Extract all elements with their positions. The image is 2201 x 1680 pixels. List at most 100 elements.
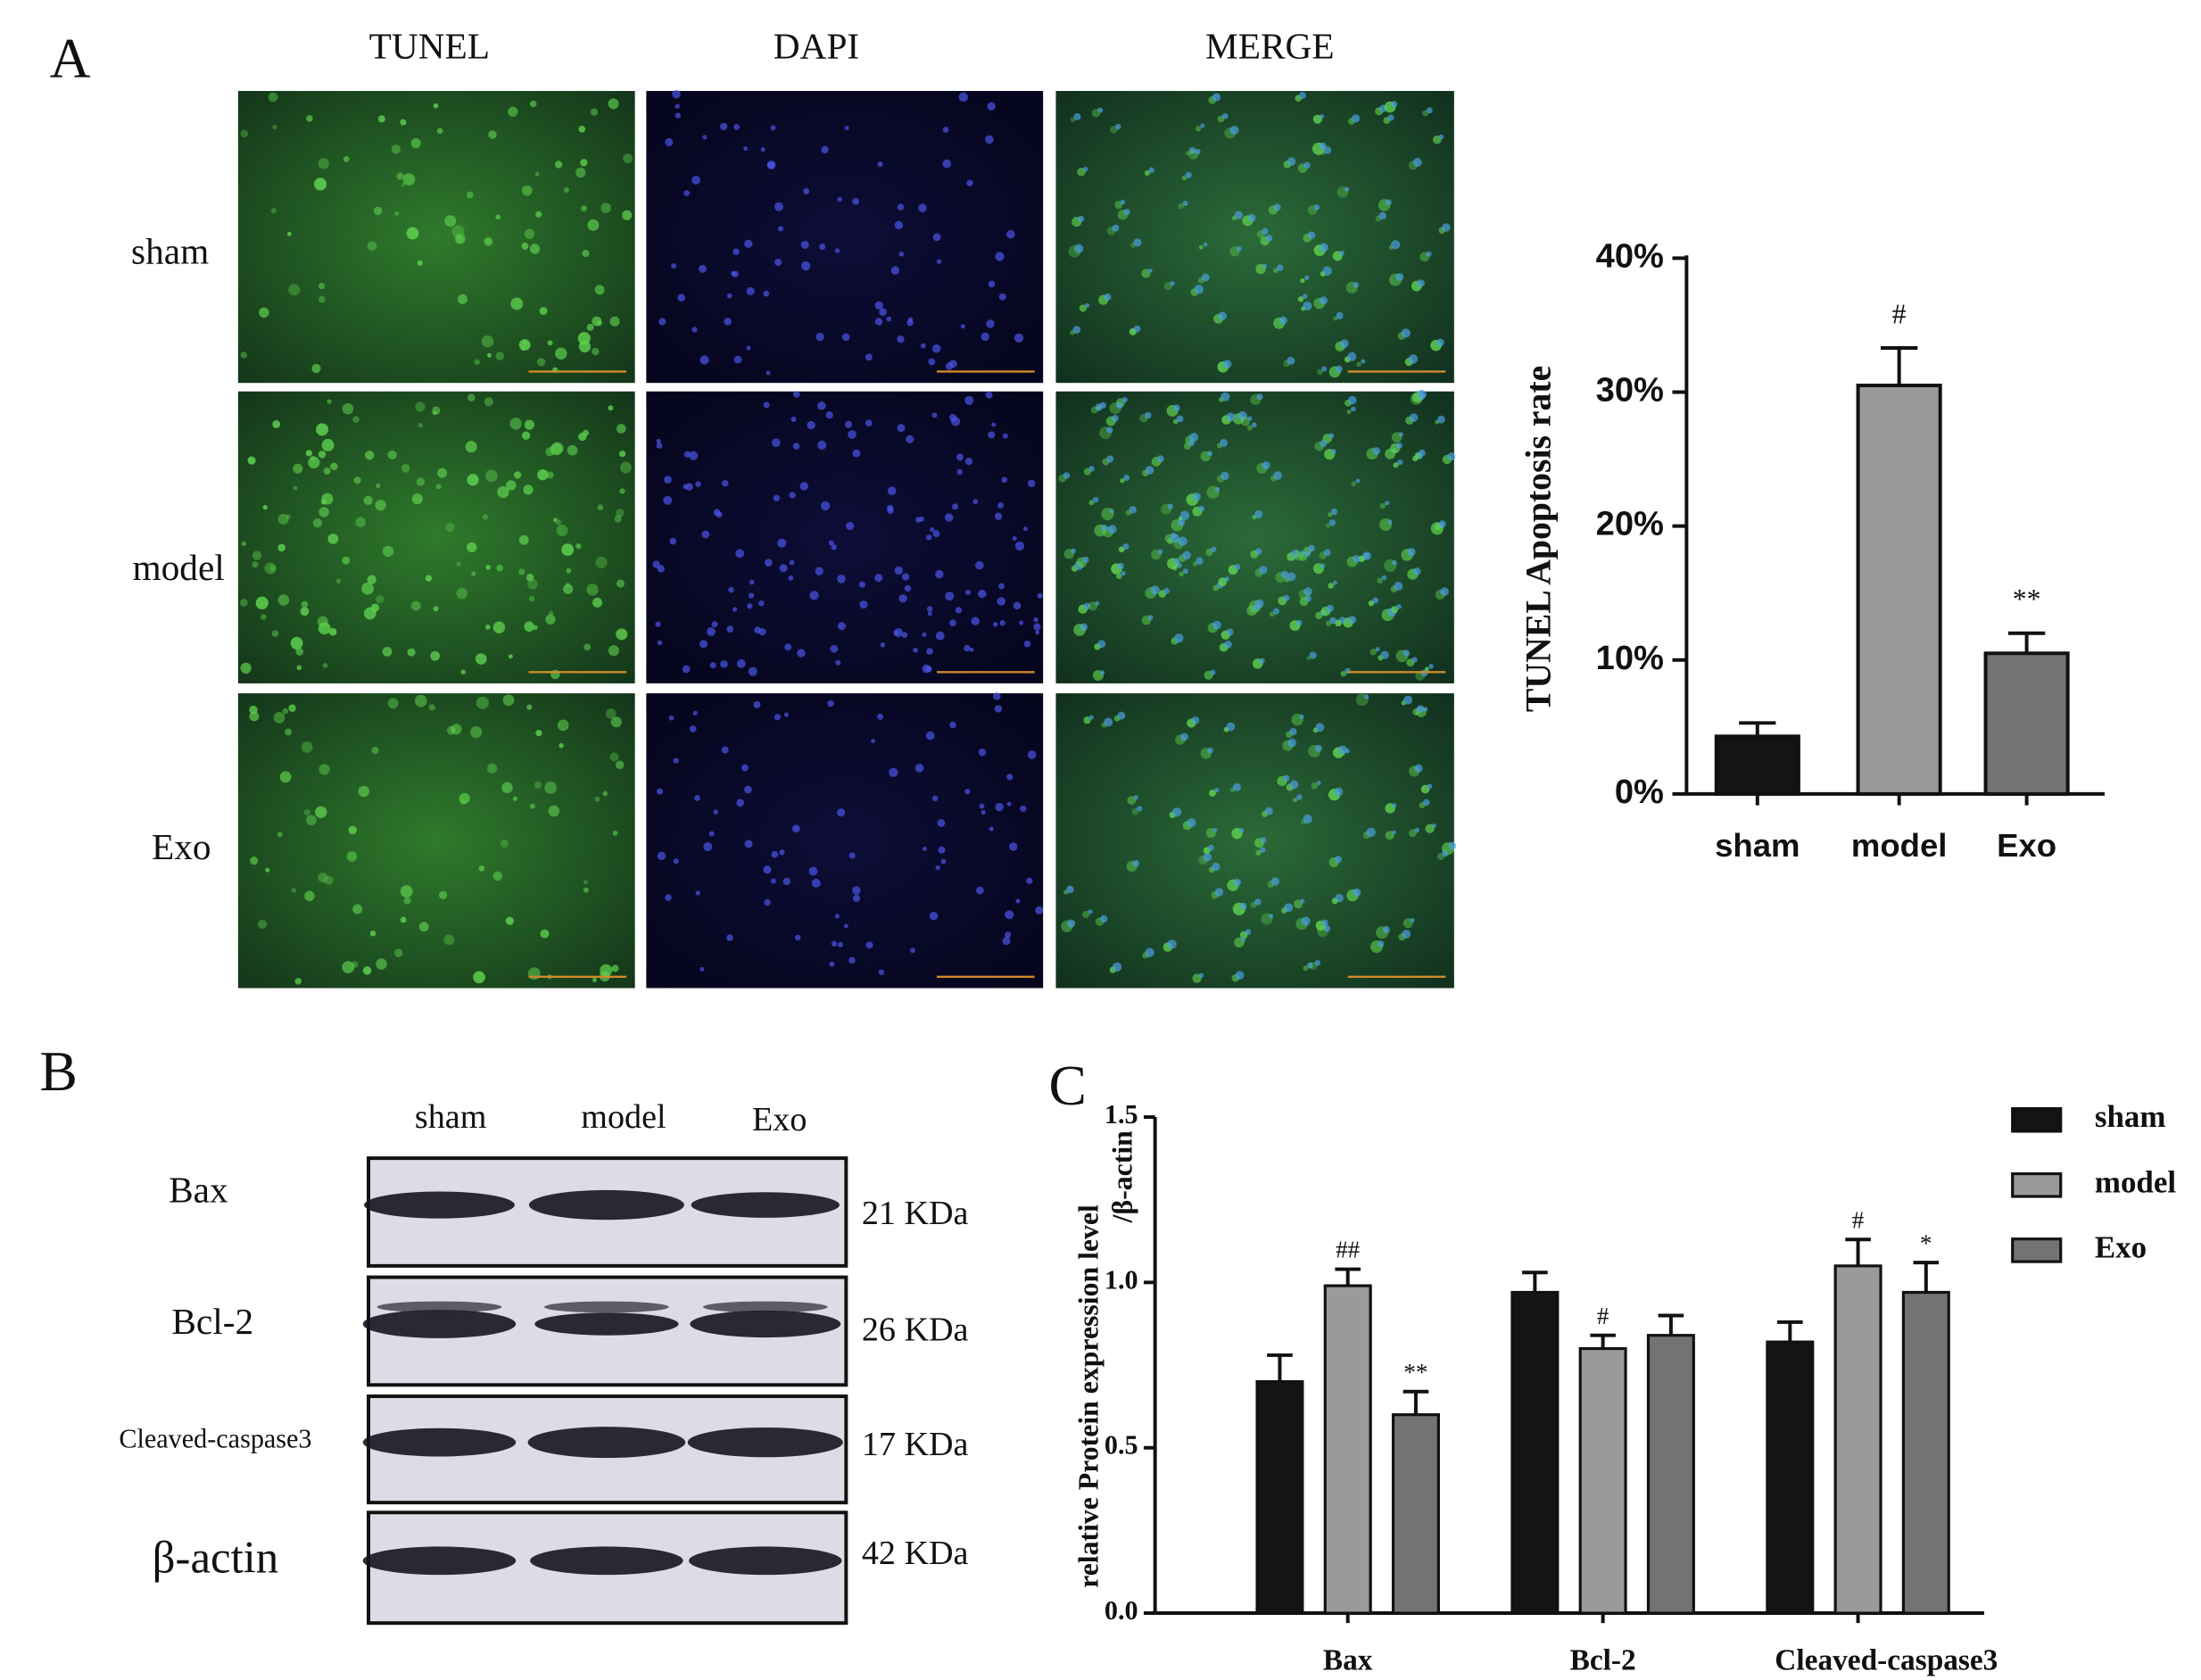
cell (563, 186, 570, 193)
cell (1303, 965, 1309, 972)
nucleus (1345, 186, 1350, 192)
nucleus (1251, 422, 1257, 428)
nucleus (748, 592, 755, 599)
cell (506, 480, 517, 491)
cell (623, 153, 633, 163)
nucleus (837, 622, 846, 631)
cell (602, 790, 608, 797)
nucleus (846, 521, 855, 531)
cell (252, 550, 262, 560)
nucleus (722, 480, 729, 487)
nucleus (1416, 705, 1425, 714)
nucleus (1214, 888, 1224, 897)
nucleus (988, 431, 996, 439)
nucleus (765, 370, 771, 376)
nucleus (1033, 617, 1038, 623)
nucleus (1212, 620, 1221, 630)
nucleus (1239, 902, 1247, 910)
cell (1082, 910, 1090, 918)
nucleus (1423, 707, 1428, 712)
cell (575, 542, 582, 550)
nucleus (744, 239, 753, 248)
nucleus (848, 852, 856, 859)
cell (257, 919, 268, 930)
cell (616, 579, 625, 588)
nucleus (831, 940, 838, 948)
nucleus (1145, 411, 1152, 419)
nucleus (760, 147, 765, 152)
nucleus (744, 785, 752, 794)
nucleus (1023, 640, 1031, 648)
cell (319, 507, 329, 517)
cell (352, 904, 363, 914)
cell (592, 316, 602, 327)
cell (460, 669, 466, 674)
cell (537, 468, 549, 481)
nucleus (1195, 148, 1201, 155)
nucleus (879, 308, 888, 317)
nucleus (1254, 898, 1262, 906)
nucleus (1214, 486, 1220, 492)
nucleus (817, 401, 826, 410)
nucleus (1375, 647, 1380, 652)
nucleus (1121, 397, 1128, 403)
cell (295, 648, 304, 656)
nucleus (784, 643, 792, 651)
nucleus (859, 600, 868, 609)
nucleus (1332, 580, 1337, 585)
cell (612, 831, 618, 836)
cell (273, 712, 285, 724)
band (689, 1546, 842, 1576)
cell (414, 694, 427, 708)
nucleus (699, 264, 707, 273)
cell (433, 103, 439, 109)
error-bar (1845, 1237, 1871, 1266)
row-label: Exo (152, 826, 211, 867)
nucleus (1229, 126, 1239, 135)
significance: # (1597, 1303, 1609, 1329)
nucleus (1378, 940, 1385, 948)
nucleus (935, 569, 944, 579)
cell (563, 583, 574, 594)
nucleus (894, 566, 903, 575)
nucleus (711, 621, 718, 628)
nucleus (1309, 651, 1317, 659)
nucleus (1187, 818, 1196, 828)
cell (595, 556, 608, 568)
micrograph (237, 90, 635, 384)
cell (316, 423, 329, 436)
cell (592, 347, 600, 356)
cell (1209, 790, 1216, 797)
legend-label: model (2095, 1164, 2177, 1199)
cell (435, 484, 442, 490)
y-tick-label: 1.5 (1105, 1099, 1138, 1130)
nucleus (1188, 146, 1196, 154)
nucleus (1328, 519, 1336, 526)
cell (306, 815, 317, 826)
nucleus (922, 846, 927, 851)
nucleus (880, 642, 886, 648)
nucleus (673, 757, 679, 764)
cell (446, 725, 456, 735)
nucleus (1006, 229, 1015, 239)
cell (583, 887, 589, 893)
nucleus (878, 969, 885, 975)
cell (342, 556, 351, 565)
nucleus (1150, 585, 1160, 595)
protein-label: Cleaved-caspase3 (119, 1424, 311, 1454)
nucleus (874, 301, 883, 310)
cell (346, 851, 358, 862)
cell (391, 145, 401, 154)
cell (342, 402, 354, 415)
cell (348, 825, 358, 835)
nucleus (724, 318, 732, 326)
nucleus (1106, 426, 1113, 434)
cell (508, 654, 513, 659)
cell (387, 450, 397, 460)
nucleus (1269, 914, 1274, 919)
nucleus (728, 586, 734, 593)
cell (476, 696, 489, 709)
nucleus (1107, 525, 1117, 534)
cell (416, 477, 426, 486)
cell (488, 130, 497, 139)
